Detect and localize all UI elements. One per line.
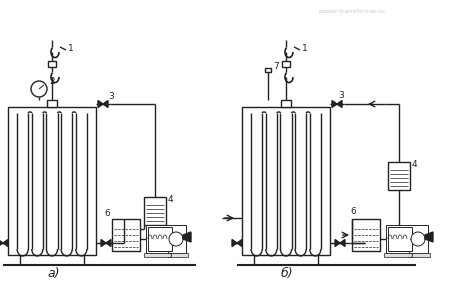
Bar — [112, 219, 140, 251]
Bar — [281, 100, 290, 107]
Polygon shape — [339, 239, 344, 247]
Bar — [48, 61, 56, 67]
Text: б): б) — [281, 267, 293, 280]
Text: 4: 4 — [411, 160, 417, 169]
Polygon shape — [424, 232, 432, 242]
Polygon shape — [332, 101, 336, 107]
Bar — [146, 225, 186, 253]
Text: 2: 2 — [49, 77, 55, 86]
Bar — [385, 225, 427, 253]
Text: 3: 3 — [337, 91, 343, 100]
Bar — [387, 227, 411, 251]
Polygon shape — [3, 239, 8, 247]
Polygon shape — [103, 101, 108, 107]
Bar — [387, 162, 409, 190]
Polygon shape — [106, 239, 111, 247]
Bar — [242, 107, 329, 255]
Circle shape — [410, 232, 424, 246]
Text: 1: 1 — [301, 44, 307, 53]
Bar — [351, 219, 379, 251]
Text: 7: 7 — [272, 62, 278, 71]
Bar — [144, 197, 166, 225]
Text: 6: 6 — [104, 209, 110, 218]
Text: 5: 5 — [166, 251, 171, 260]
Bar — [148, 227, 172, 251]
Polygon shape — [237, 239, 242, 247]
Bar — [264, 68, 270, 72]
Text: 6: 6 — [349, 207, 355, 216]
Text: 3: 3 — [108, 92, 113, 101]
Text: 1: 1 — [68, 44, 74, 53]
Bar — [8, 107, 96, 255]
Polygon shape — [336, 101, 341, 107]
Bar — [47, 100, 57, 107]
Polygon shape — [232, 239, 237, 247]
Polygon shape — [334, 239, 339, 247]
Bar — [383, 253, 429, 257]
Circle shape — [31, 81, 47, 97]
Text: 5: 5 — [406, 251, 412, 260]
Text: 4: 4 — [168, 195, 173, 204]
Polygon shape — [182, 232, 191, 242]
Circle shape — [169, 232, 182, 246]
Text: а): а) — [47, 267, 59, 280]
Polygon shape — [98, 101, 103, 107]
Text: power-transformer.ru: power-transformer.ru — [317, 9, 384, 14]
Polygon shape — [0, 239, 3, 247]
Polygon shape — [101, 239, 106, 247]
Bar — [144, 253, 188, 257]
Bar — [282, 61, 289, 67]
